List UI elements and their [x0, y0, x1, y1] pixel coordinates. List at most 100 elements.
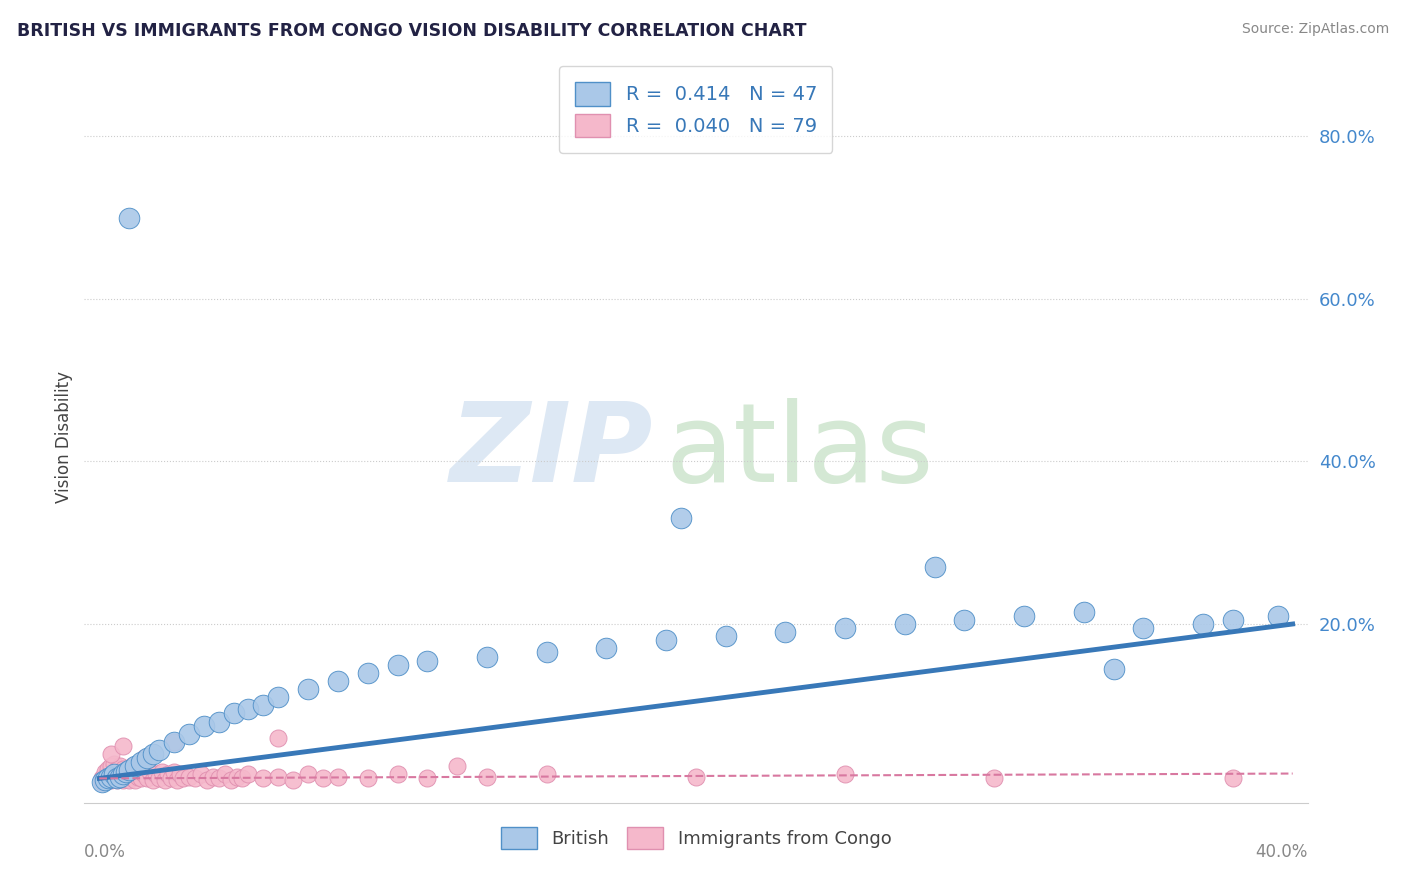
Point: [94, 770, 117, 784]
Point: [100, 772, 122, 787]
Point: [1132, 621, 1154, 635]
Point: [112, 739, 135, 753]
Point: [714, 629, 737, 643]
Point: [357, 772, 380, 786]
Point: [112, 767, 135, 781]
Point: [105, 772, 128, 786]
Point: [108, 759, 131, 773]
Point: [105, 772, 128, 787]
Point: [190, 767, 212, 781]
Point: [201, 770, 224, 784]
Point: [834, 621, 856, 635]
Point: [231, 772, 253, 786]
Point: [100, 759, 122, 773]
Point: [655, 633, 678, 648]
Point: [685, 770, 707, 784]
Point: [894, 617, 917, 632]
Point: [94, 764, 117, 779]
Point: [139, 764, 162, 779]
Point: [148, 772, 170, 786]
Point: [105, 767, 128, 781]
Point: [108, 770, 131, 784]
Text: Source: ZipAtlas.com: Source: ZipAtlas.com: [1241, 22, 1389, 37]
Point: [1012, 608, 1035, 623]
Point: [252, 698, 274, 713]
Point: [357, 665, 380, 680]
Point: [177, 727, 200, 741]
Point: [105, 762, 128, 776]
Point: [1222, 772, 1244, 786]
Point: [177, 770, 200, 784]
Text: ZIP: ZIP: [450, 398, 654, 505]
Point: [115, 764, 138, 779]
Point: [127, 770, 149, 784]
Point: [156, 767, 179, 781]
Point: [132, 767, 155, 781]
Point: [91, 775, 114, 789]
Point: [326, 673, 349, 688]
Point: [1102, 662, 1125, 676]
Legend: British, Immigrants from Congo: British, Immigrants from Congo: [494, 820, 898, 856]
Point: [184, 772, 207, 786]
Point: [112, 762, 135, 776]
Point: [1267, 608, 1289, 623]
Point: [416, 772, 439, 786]
Point: [97, 762, 120, 776]
Point: [153, 772, 176, 787]
Point: [169, 767, 191, 781]
Point: [91, 772, 114, 786]
Point: [267, 770, 290, 784]
Point: [172, 772, 194, 786]
Text: atlas: atlas: [665, 398, 934, 505]
Point: [142, 772, 165, 787]
Point: [207, 772, 229, 786]
Point: [160, 772, 183, 786]
Point: [283, 772, 305, 787]
Point: [103, 764, 125, 779]
Point: [150, 764, 173, 779]
Point: [475, 649, 498, 664]
Point: [312, 772, 335, 786]
Point: [129, 755, 152, 769]
Point: [121, 759, 143, 773]
Point: [100, 770, 122, 784]
Point: [91, 775, 114, 789]
Point: [108, 764, 131, 779]
Point: [267, 690, 290, 705]
Point: [112, 772, 135, 787]
Point: [145, 767, 167, 781]
Point: [225, 770, 247, 784]
Point: [103, 756, 125, 771]
Point: [115, 764, 138, 778]
Point: [142, 747, 165, 761]
Point: [214, 767, 236, 781]
Point: [536, 767, 558, 781]
Point: [94, 772, 117, 787]
Point: [387, 657, 409, 672]
Text: 40.0%: 40.0%: [1256, 843, 1308, 861]
Point: [193, 718, 215, 732]
Point: [97, 767, 120, 781]
Point: [595, 641, 617, 656]
Point: [136, 751, 159, 765]
Point: [669, 511, 692, 525]
Point: [238, 702, 260, 716]
Point: [267, 731, 290, 745]
Point: [238, 767, 260, 781]
Point: [124, 764, 146, 779]
Point: [124, 759, 146, 773]
Point: [97, 772, 120, 786]
Point: [118, 772, 141, 787]
Text: 0.0%: 0.0%: [84, 843, 127, 861]
Point: [148, 743, 170, 757]
Point: [207, 714, 229, 729]
Point: [97, 772, 120, 786]
Point: [297, 767, 319, 781]
Point: [416, 654, 439, 668]
Point: [219, 772, 242, 787]
Point: [834, 767, 856, 781]
Point: [163, 764, 186, 779]
Point: [166, 772, 188, 787]
Point: [222, 706, 245, 721]
Text: BRITISH VS IMMIGRANTS FROM CONGO VISION DISABILITY CORRELATION CHART: BRITISH VS IMMIGRANTS FROM CONGO VISION …: [17, 22, 807, 40]
